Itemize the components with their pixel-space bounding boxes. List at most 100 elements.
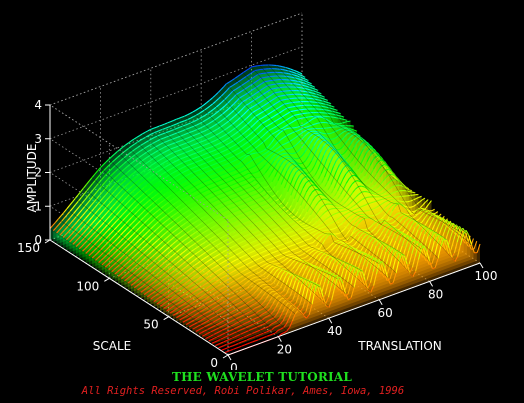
surface-mesh-line xyxy=(249,341,254,344)
surface-mesh-line xyxy=(206,228,210,231)
surface-mesh-line xyxy=(305,80,310,84)
surface-mesh-line xyxy=(221,265,226,269)
surface-mesh-line xyxy=(283,209,288,215)
surface-mesh-line xyxy=(107,227,112,231)
surface-mesh-line xyxy=(421,217,426,223)
surface-mesh-line xyxy=(143,151,148,155)
surface-mesh-line xyxy=(264,125,269,128)
surface-mesh-line xyxy=(213,144,217,147)
surface-mesh-line xyxy=(250,293,255,297)
surface-mesh-line xyxy=(247,252,251,255)
surface-mesh-line xyxy=(326,109,330,112)
surface-mesh-line xyxy=(203,102,208,106)
surface-mesh-line xyxy=(183,271,188,275)
surface-mesh-line xyxy=(291,73,295,76)
surface-mesh-line xyxy=(204,171,208,174)
surface-mesh-line xyxy=(156,301,160,305)
surface-mesh-line xyxy=(178,148,183,151)
surface-mesh-line xyxy=(237,156,242,160)
surface-mesh-line xyxy=(266,244,270,247)
surface-mesh-line xyxy=(359,230,363,233)
surface-mesh-line xyxy=(199,310,203,313)
surface-mesh-line xyxy=(215,327,220,330)
surface-mesh-line xyxy=(154,140,158,143)
surface-mesh-line xyxy=(369,223,374,228)
surface-mesh-line xyxy=(217,126,221,130)
surface-mesh-line xyxy=(57,215,62,220)
surface-mesh-line xyxy=(184,310,188,313)
surface-mesh-line xyxy=(165,230,169,234)
surface-mesh-line xyxy=(269,333,273,336)
surface-mesh-line xyxy=(85,250,89,254)
surface-mesh-line xyxy=(169,215,174,219)
surface-mesh-line xyxy=(403,186,407,189)
surface-mesh-line xyxy=(232,347,237,350)
surface-mesh-line xyxy=(153,131,158,134)
surface-mesh-line xyxy=(117,203,122,207)
surface-mesh-line xyxy=(249,185,253,189)
surface-mesh-line xyxy=(313,220,318,225)
surface-mesh-line xyxy=(262,291,267,296)
surface-mesh-line xyxy=(289,240,293,243)
surface-mesh-line xyxy=(261,188,265,193)
surface-mesh-line xyxy=(270,155,274,159)
surface-mesh-line xyxy=(131,143,135,147)
surface-mesh-line xyxy=(282,152,286,155)
surface-mesh-line xyxy=(325,118,329,121)
surface-mesh-line xyxy=(127,205,131,210)
surface-mesh-line xyxy=(278,144,282,148)
surface-mesh-line xyxy=(154,283,159,287)
surface-mesh-line xyxy=(340,221,344,226)
surface-mesh-line xyxy=(155,220,160,225)
surface-mesh-line xyxy=(351,209,355,212)
surface-mesh-line xyxy=(77,235,82,239)
surface-mesh-line xyxy=(212,200,217,203)
surface-mesh-line xyxy=(332,110,336,113)
surface-mesh-line xyxy=(379,209,384,213)
surface-mesh-line xyxy=(61,217,65,222)
surface-mesh-line xyxy=(291,274,296,280)
surface-mesh-line xyxy=(148,250,153,255)
surface-mesh-line xyxy=(108,200,113,205)
surface-mesh-line xyxy=(198,207,203,210)
surface-mesh-line xyxy=(354,211,358,214)
surface-mesh-line xyxy=(283,212,288,217)
surface-mesh-line xyxy=(198,233,202,237)
surface-mesh-line xyxy=(254,268,258,271)
surface-mesh-line xyxy=(245,97,249,101)
surface-mesh-line xyxy=(296,70,300,74)
surface-mesh-line xyxy=(172,309,176,312)
surface-mesh-line xyxy=(381,198,386,200)
surface-mesh-line xyxy=(105,197,110,202)
surface-mesh-line xyxy=(146,223,151,227)
surface-mesh-line xyxy=(190,244,194,248)
surface-mesh-line xyxy=(173,289,177,293)
surface-mesh-line xyxy=(380,192,385,195)
surface-mesh-line xyxy=(253,97,258,101)
surface-mesh-line xyxy=(251,65,255,68)
surface-mesh-line xyxy=(135,239,140,244)
surface-mesh-line xyxy=(208,212,212,215)
surface-mesh-line xyxy=(105,203,110,208)
surface-mesh-line xyxy=(285,308,290,316)
surface-mesh-line xyxy=(288,205,292,211)
surface-mesh-line xyxy=(141,268,145,273)
surface-mesh-line xyxy=(214,181,218,184)
surface-mesh-line xyxy=(321,257,325,264)
surface-mesh-line xyxy=(278,211,282,215)
surface-mesh-line xyxy=(119,226,124,231)
surface-mesh-line xyxy=(286,98,290,100)
surface-mesh-line xyxy=(147,164,152,168)
surface-mesh-line xyxy=(227,203,232,206)
surface-mesh-line xyxy=(223,318,228,322)
surface-strip xyxy=(127,141,380,291)
surface-mesh-line xyxy=(196,146,200,149)
surface-mesh-line xyxy=(311,123,315,126)
surface-mesh-line xyxy=(200,196,205,199)
surface-mesh-line xyxy=(297,275,302,278)
surface-mesh-line xyxy=(319,99,323,102)
surface-mesh-line xyxy=(136,167,140,172)
surface-mesh-line xyxy=(264,192,269,196)
surface-mesh-line xyxy=(302,77,306,80)
surface-mesh-line xyxy=(190,276,194,280)
